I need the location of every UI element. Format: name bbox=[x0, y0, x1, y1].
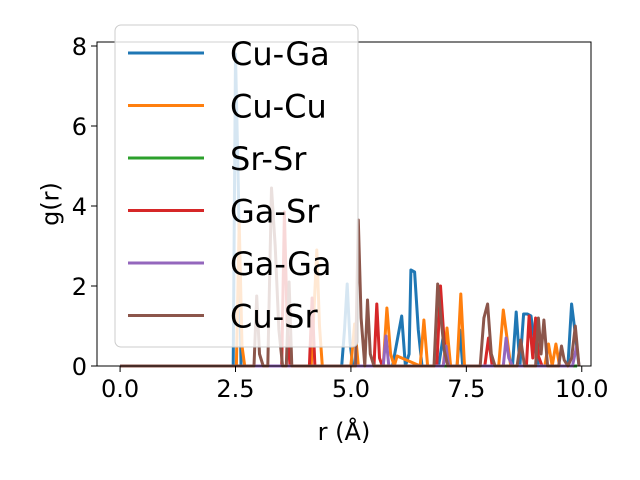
y-tick-label: 0 bbox=[72, 353, 87, 381]
y-tick-label: 6 bbox=[72, 113, 87, 141]
x-tick-label: 7.5 bbox=[447, 375, 485, 403]
legend-label: Cu-Sr bbox=[230, 298, 318, 336]
x-axis: 0.0 2.5 5.0 7.5 10.0 bbox=[101, 366, 608, 403]
y-tick-label: 2 bbox=[72, 273, 87, 301]
legend-label: Ga-Sr bbox=[230, 193, 320, 231]
y-tick-label: 8 bbox=[72, 33, 87, 61]
legend-label: Sr-Sr bbox=[230, 140, 307, 178]
x-axis-label: r (Å) bbox=[318, 417, 371, 446]
x-tick-label: 2.5 bbox=[216, 375, 254, 403]
x-tick-label: 5.0 bbox=[332, 375, 370, 403]
y-axis: 0 2 4 6 8 bbox=[72, 33, 97, 381]
legend-label: Cu-Ga bbox=[230, 35, 330, 73]
y-tick-label: 4 bbox=[72, 193, 87, 221]
x-tick-label: 10.0 bbox=[555, 375, 608, 403]
legend: Cu-Ga Cu-Cu Sr-Sr Ga-Sr Ga-Ga Cu-Sr bbox=[114, 24, 359, 348]
legend-label: Cu-Cu bbox=[230, 88, 327, 126]
x-tick-label: 0.0 bbox=[101, 375, 139, 403]
y-axis-label: g(r) bbox=[36, 182, 64, 226]
legend-label: Ga-Ga bbox=[230, 245, 332, 283]
